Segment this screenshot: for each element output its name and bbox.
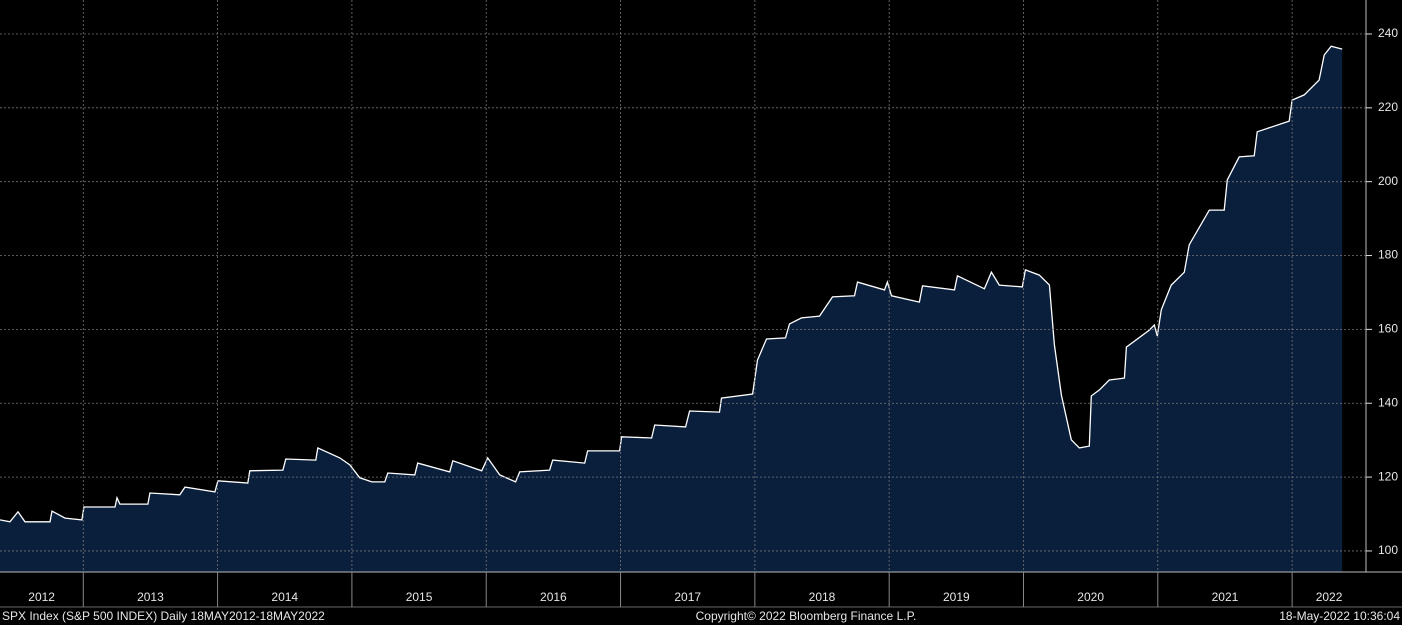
footer-copyright: Copyright© 2022 Bloomberg Finance L.P. (696, 609, 917, 623)
x-tick-label: 2015 (406, 590, 433, 604)
x-tick-label: 2022 (1316, 590, 1343, 604)
line (0, 45, 1343, 523)
y-tick-label: 160 (1378, 322, 1398, 336)
x-tick-label: 2012 (28, 590, 55, 604)
area (0, 46, 1343, 572)
x-tick-label: 2013 (137, 590, 164, 604)
y-tick-label: 100 (1378, 543, 1398, 557)
y-tick-label: 140 (1378, 395, 1398, 409)
y-tick-label: 120 (1378, 469, 1398, 483)
x-tick-label: 2020 (1077, 590, 1104, 604)
y-tick-label: 180 (1378, 248, 1398, 262)
x-tick-label: 2017 (674, 590, 701, 604)
y-tick-label: 200 (1378, 174, 1398, 188)
footer-left: SPX Index (S&P 500 INDEX) Daily 18MAY201… (2, 609, 325, 623)
plot-area (0, 45, 1343, 572)
x-tick-label: 2021 (1212, 590, 1239, 604)
x-tick-label: 2018 (809, 590, 836, 604)
x-tick-label: 2019 (943, 590, 970, 604)
x-tick-label: 2016 (540, 590, 567, 604)
y-tick-label: 220 (1378, 100, 1398, 114)
x-tick-label: 2014 (271, 590, 298, 604)
footer-timestamp: 18-May-2022 10:36:04 (1279, 609, 1400, 623)
y-tick-label: 240 (1378, 26, 1398, 40)
